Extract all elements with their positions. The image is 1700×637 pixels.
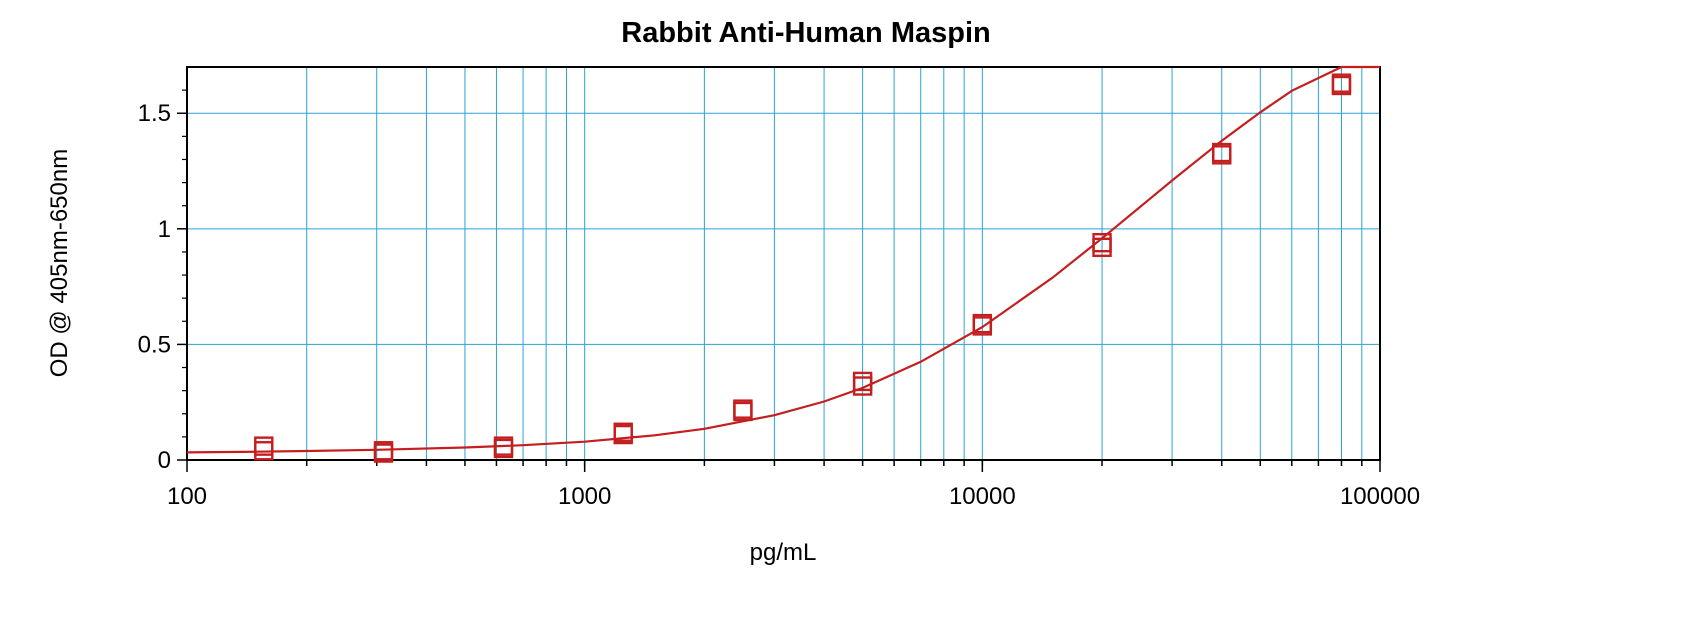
data-point-marker [493, 438, 514, 459]
x-tick-label: 1000 [558, 483, 611, 510]
ticks-layer [177, 89, 1381, 472]
data-point-marker [733, 401, 753, 422]
data-point-marker [852, 376, 873, 396]
grid-layer [187, 67, 1380, 460]
data-point-marker [613, 424, 633, 445]
plot-frame [186, 66, 1381, 461]
y-tick-label: 1 [158, 216, 171, 243]
points-layer [254, 73, 1352, 463]
chart-title: Rabbit Anti-Human Maspin [621, 17, 990, 49]
data-point-marker [1331, 75, 1352, 96]
x-tick-label: 10000 [949, 483, 1016, 510]
y-tick-label: 0.5 [138, 331, 171, 358]
data-point-marker [373, 443, 394, 463]
data-point-marker [1212, 145, 1232, 165]
x-axis-label: pg/mL [750, 539, 817, 566]
x-tick-label: 100000 [1340, 483, 1420, 510]
data-point-marker [254, 441, 274, 461]
x-tick-labels: 100 1000 10000 100000 [167, 483, 1420, 510]
data-point-marker [972, 316, 993, 336]
y-tick-labels: 0 0.5 1 1.5 [138, 100, 171, 474]
y-tick-label: 1.5 [138, 100, 171, 127]
y-tick-label: 0 [158, 447, 171, 474]
y-axis-label: OD @ 405nm-650nm [46, 149, 73, 377]
data-point-marker [1092, 237, 1112, 258]
x-tick-label: 100 [167, 483, 207, 510]
fit-curve [186, 65, 1380, 454]
